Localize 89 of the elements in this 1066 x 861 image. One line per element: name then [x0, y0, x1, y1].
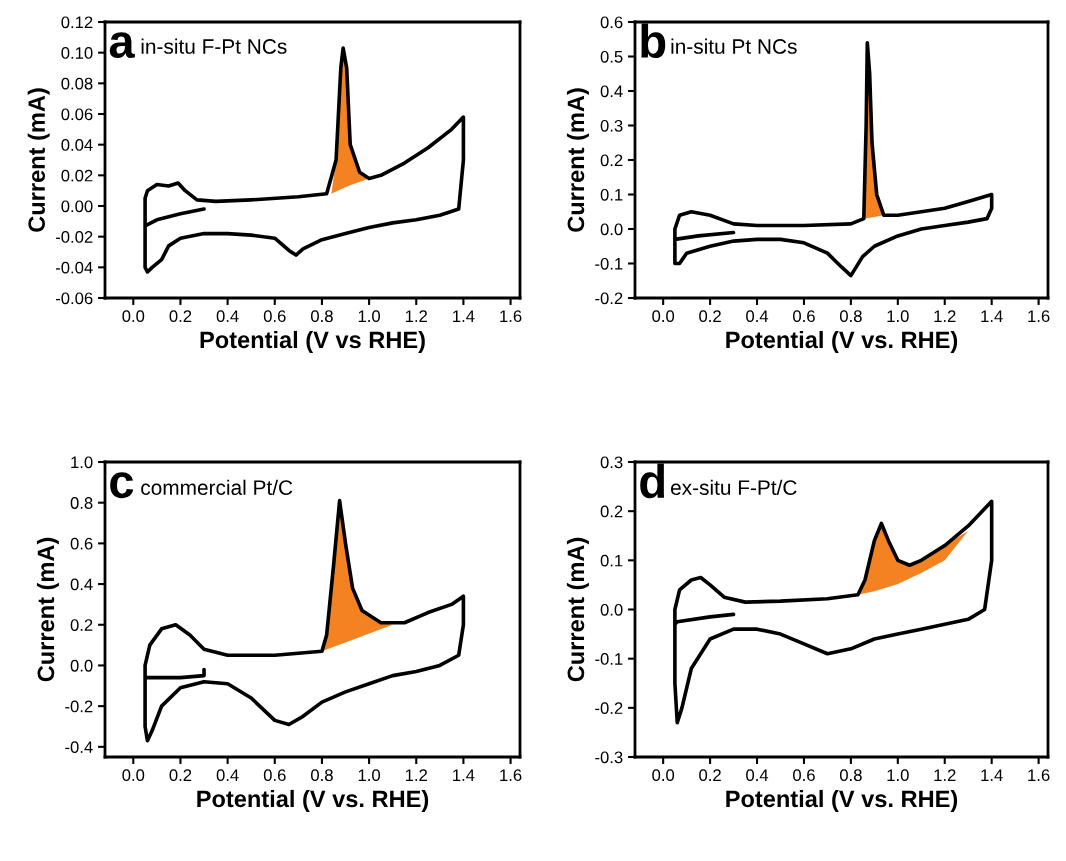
- x-tick-label: 1.4: [981, 310, 1003, 322]
- x-axis-title: Potential (V vs. RHE): [726, 789, 958, 812]
- y-tick-label: 1.0: [71, 456, 93, 469]
- annotation: ex-situ F-Pt/C: [670, 479, 797, 495]
- y-tick-label: -0.04: [55, 261, 93, 274]
- x-tick-label: 1.4: [453, 769, 475, 781]
- y-tick-label: -0.3: [595, 751, 623, 764]
- x-tick-label: 0.2: [699, 310, 721, 323]
- x-tick-label: 1.0: [358, 769, 381, 782]
- y-tick-label: 0.6: [600, 16, 623, 29]
- x-tick-label: 1.4: [981, 769, 1003, 781]
- y-tick-label: 0.12: [61, 16, 93, 29]
- x-tick-label: 0.4: [746, 769, 769, 782]
- x-tick-label: 1.0: [887, 769, 909, 782]
- x-tick-label: 0.2: [699, 769, 721, 782]
- x-tick-label: 0.2: [169, 310, 192, 323]
- y-tick-label: -0.1: [595, 257, 623, 270]
- y-tick-label: -0.06: [55, 292, 93, 305]
- y-tick-label: 0.5: [600, 50, 623, 63]
- x-tick-label: 0.0: [652, 769, 675, 782]
- y-tick-label: 0.6: [70, 537, 93, 550]
- y-tick-label: 0.4: [600, 85, 623, 98]
- y-tick-label: 0.0: [70, 659, 93, 672]
- x-tick-label: 0.8: [311, 769, 333, 782]
- x-axis-title: Potential (V vs RHE): [200, 330, 425, 353]
- x-tick-label: 0.6: [793, 769, 815, 782]
- annotation: in-situ Pt NCs: [671, 38, 797, 54]
- y-tick-label: -0.2: [595, 702, 623, 715]
- x-tick-label: 1.2: [405, 769, 427, 781]
- y-tick-label: 0.1: [600, 554, 623, 567]
- x-axis-title: Potential (V vs. RHE): [197, 789, 429, 812]
- x-tick-label: 1.6: [1028, 769, 1050, 782]
- x-tick-label: 0.4: [216, 310, 239, 323]
- x-tick-label: 0.0: [652, 310, 675, 323]
- x-tick-label: 0.4: [746, 310, 769, 323]
- y-tick-label: -0.2: [65, 700, 93, 713]
- y-tick-label: 0.02: [61, 169, 93, 182]
- y-tick-label: -0.2: [595, 292, 623, 305]
- x-tick-label: 1.6: [1028, 310, 1050, 323]
- y-tick-label: 0.10: [61, 47, 93, 59]
- y-tick-label: 0.3: [600, 119, 623, 132]
- y-tick-label: 0.08: [61, 77, 93, 90]
- annotation: b: [641, 23, 666, 59]
- y-tick-label: -0.1: [595, 653, 623, 665]
- line-series: [673, 40, 994, 278]
- y-tick-label: 0.06: [61, 108, 93, 121]
- x-tick-label: 0.8: [839, 310, 862, 323]
- x-tick-label: 0.4: [216, 769, 239, 782]
- annotation: d: [640, 463, 665, 499]
- line-series: [673, 499, 994, 725]
- y-tick-label: -0.02: [55, 231, 93, 243]
- y-axis-title: Current (mA): [566, 88, 589, 232]
- annotation: a: [109, 32, 135, 59]
- x-tick-label: 1.6: [500, 769, 522, 782]
- y-tick-label: 0.8: [70, 497, 93, 509]
- y-axis-title: Current (mA): [566, 537, 589, 682]
- y-axis-title: Current (mA): [36, 537, 59, 682]
- x-tick-label: 1.4: [453, 310, 475, 322]
- x-tick-label: 0.0: [122, 310, 145, 323]
- x-axis-title: Potential (V vs. RHE): [726, 330, 958, 353]
- y-tick-label: 0.1: [600, 188, 623, 201]
- y-tick-label: 0.2: [70, 619, 93, 631]
- y-tick-label: 0.0: [600, 223, 623, 236]
- x-tick-label: 0.8: [839, 769, 862, 782]
- y-tick-label: 0.2: [600, 505, 623, 518]
- x-tick-label: 0.6: [263, 769, 286, 782]
- y-tick-label: 0.0: [600, 603, 623, 616]
- x-tick-label: 0.0: [122, 769, 145, 782]
- line-series: [143, 498, 466, 743]
- y-tick-label: 0.4: [70, 578, 93, 591]
- x-tick-label: 0.6: [793, 310, 815, 323]
- x-tick-label: 1.2: [934, 769, 956, 781]
- y-tick-label: -0.4: [65, 741, 93, 754]
- y-tick-label: 0.00: [61, 200, 93, 213]
- x-tick-label: 1.6: [500, 310, 522, 323]
- x-tick-label: 1.0: [887, 310, 909, 323]
- annotation: in-situ F-Pt NCs: [141, 38, 287, 54]
- annotation: commercial Pt/C: [141, 479, 293, 495]
- annotation: c: [110, 472, 134, 499]
- y-tick-label: 0.2: [600, 154, 623, 167]
- x-tick-label: 1.2: [405, 310, 427, 322]
- x-tick-label: 0.6: [263, 310, 286, 323]
- x-tick-label: 0.8: [311, 310, 333, 323]
- x-tick-label: 1.2: [934, 310, 956, 322]
- y-tick-label: 0.3: [600, 456, 623, 469]
- x-tick-label: 1.0: [358, 310, 381, 323]
- y-axis-title: Current (mA): [27, 88, 50, 232]
- x-tick-label: 0.2: [169, 769, 192, 782]
- y-tick-label: 0.04: [61, 139, 93, 151]
